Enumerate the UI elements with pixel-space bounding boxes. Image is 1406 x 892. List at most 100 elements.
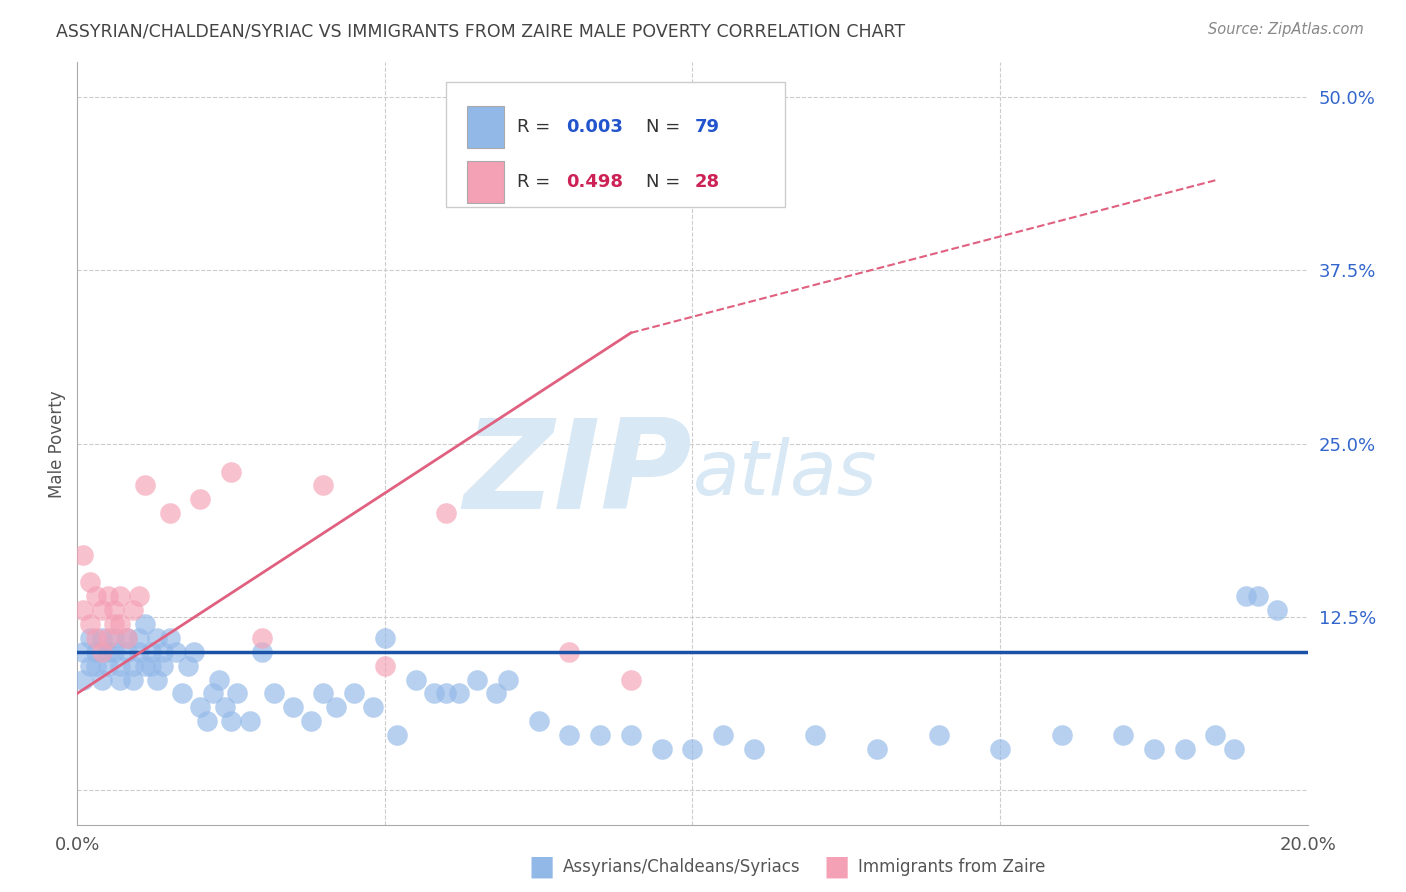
Point	[374, 631, 396, 645]
Point	[250, 645, 273, 659]
Point	[447, 686, 470, 700]
Point	[219, 714, 242, 728]
Point	[115, 631, 138, 645]
Point	[97, 590, 120, 604]
Point	[558, 728, 581, 742]
Point	[183, 645, 205, 659]
Text: Assyrians/Chaldeans/Syriacs: Assyrians/Chaldeans/Syriacs	[562, 858, 800, 876]
Point	[374, 658, 396, 673]
Point	[219, 465, 242, 479]
Point	[527, 714, 550, 728]
Point	[928, 728, 950, 742]
Point	[195, 714, 218, 728]
Point	[141, 658, 163, 673]
Point	[1223, 742, 1246, 756]
Point	[682, 742, 704, 756]
Point	[103, 645, 125, 659]
Point	[110, 617, 132, 632]
Point	[465, 673, 488, 687]
Text: 0.003: 0.003	[565, 118, 623, 136]
Text: N =: N =	[645, 118, 686, 136]
Point	[343, 686, 366, 700]
Point	[188, 492, 212, 507]
Point	[90, 673, 114, 687]
Point	[110, 590, 132, 604]
Text: ASSYRIAN/CHALDEAN/SYRIAC VS IMMIGRANTS FROM ZAIRE MALE POVERTY CORRELATION CHART: ASSYRIAN/CHALDEAN/SYRIAC VS IMMIGRANTS F…	[56, 22, 905, 40]
Point	[496, 673, 519, 687]
Point	[423, 686, 446, 700]
Point	[208, 673, 231, 687]
Point	[804, 728, 827, 742]
Point	[97, 645, 120, 659]
Point	[134, 658, 156, 673]
Text: 28: 28	[695, 173, 720, 191]
Point	[263, 686, 285, 700]
Point	[79, 617, 101, 632]
Point	[1174, 742, 1197, 756]
Point	[84, 645, 107, 659]
Text: ZIP: ZIP	[464, 414, 693, 535]
Text: Immigrants from Zaire: Immigrants from Zaire	[858, 858, 1045, 876]
Text: 79: 79	[695, 118, 720, 136]
Point	[1265, 603, 1288, 617]
Point	[90, 645, 114, 659]
Point	[485, 686, 508, 700]
Point	[159, 631, 181, 645]
Y-axis label: Male Poverty: Male Poverty	[48, 390, 66, 498]
Point	[651, 742, 673, 756]
Point	[405, 673, 427, 687]
Point	[84, 590, 107, 604]
Point	[558, 645, 581, 659]
Point	[620, 673, 643, 687]
Text: R =: R =	[516, 173, 555, 191]
Point	[1050, 728, 1073, 742]
Bar	[467, 161, 505, 203]
Point	[1247, 590, 1270, 604]
Point	[1234, 590, 1257, 604]
Point	[115, 645, 138, 659]
Text: Source: ZipAtlas.com: Source: ZipAtlas.com	[1208, 22, 1364, 37]
FancyBboxPatch shape	[447, 81, 785, 207]
Point	[988, 742, 1011, 756]
Point	[79, 575, 101, 590]
Point	[312, 478, 335, 492]
Point	[188, 700, 212, 714]
Point	[84, 631, 107, 645]
Point	[1143, 742, 1166, 756]
Point	[110, 658, 132, 673]
Point	[152, 658, 174, 673]
Point	[134, 617, 156, 632]
Text: atlas: atlas	[693, 437, 877, 511]
Point	[72, 673, 94, 687]
Point	[620, 728, 643, 742]
Point	[385, 728, 409, 742]
Point	[72, 548, 94, 562]
Point	[465, 132, 488, 146]
Point	[165, 645, 187, 659]
Text: ■: ■	[529, 853, 554, 881]
Text: 0.498: 0.498	[565, 173, 623, 191]
Point	[152, 645, 174, 659]
Point	[128, 590, 150, 604]
Point	[103, 631, 125, 645]
Point	[146, 673, 169, 687]
Point	[226, 686, 249, 700]
Point	[115, 631, 138, 645]
Point	[79, 658, 101, 673]
Point	[121, 673, 143, 687]
Point	[146, 631, 169, 645]
Text: N =: N =	[645, 173, 686, 191]
Text: ■: ■	[824, 853, 849, 881]
Point	[325, 700, 347, 714]
Point	[134, 478, 156, 492]
Point	[97, 658, 120, 673]
Point	[1204, 728, 1226, 742]
Point	[436, 506, 458, 520]
Point	[299, 714, 322, 728]
Point	[1112, 728, 1135, 742]
Point	[312, 686, 335, 700]
Point	[711, 728, 734, 742]
Point	[742, 742, 765, 756]
Point	[72, 645, 94, 659]
Point	[110, 673, 132, 687]
